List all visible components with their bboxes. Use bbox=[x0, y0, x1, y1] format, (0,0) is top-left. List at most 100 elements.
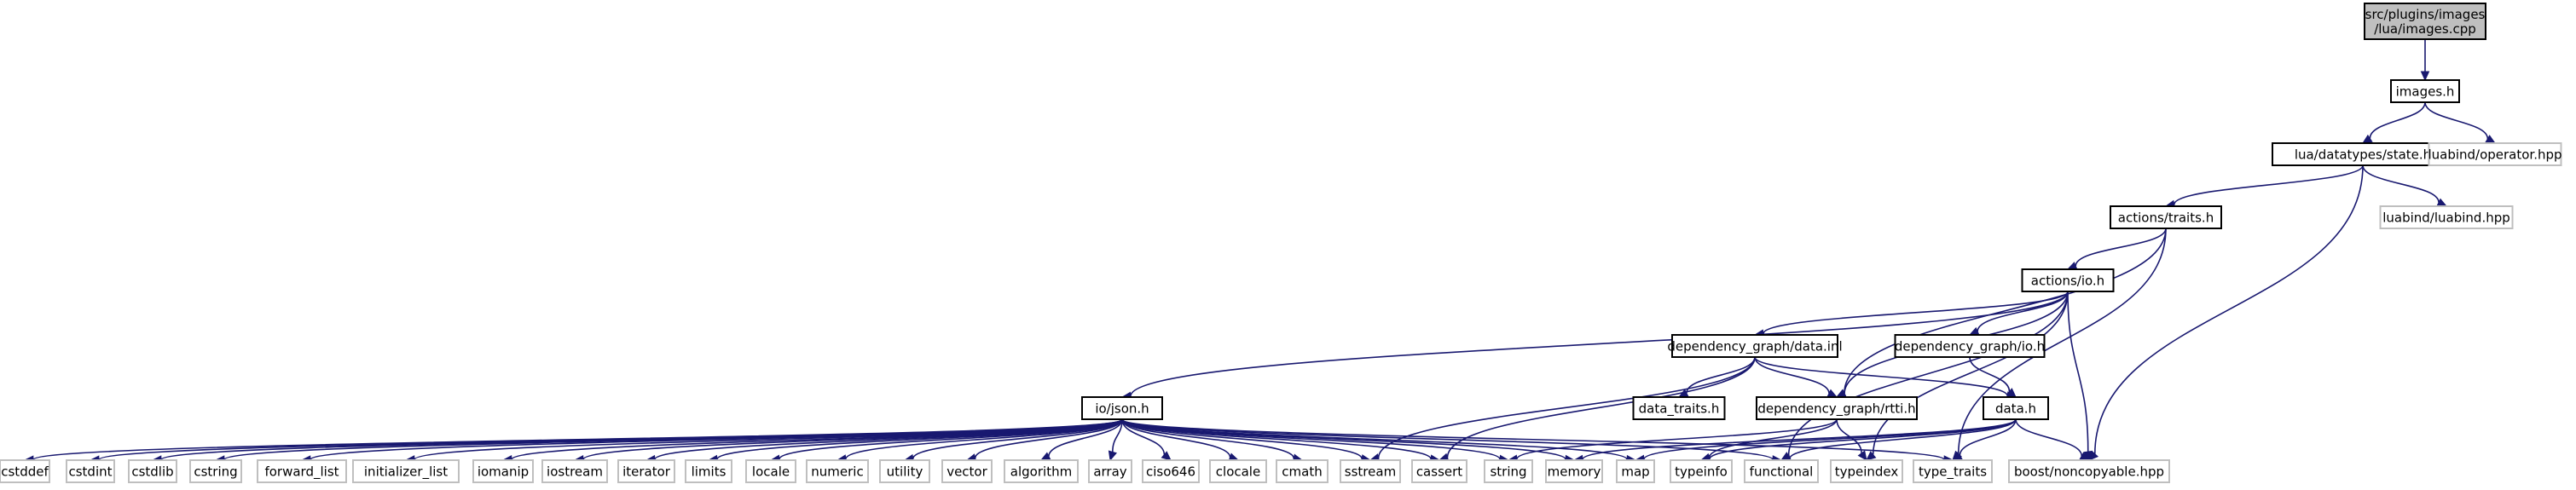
node-box bbox=[1670, 459, 1733, 483]
edge-data_h-to-noncopyable bbox=[2015, 418, 2091, 461]
edge-line bbox=[1872, 291, 2069, 455]
edge-line bbox=[2075, 228, 2167, 267]
node-operator-hpp: luabind/operator.hpp bbox=[2428, 142, 2562, 166]
node-ciso646: ciso646 bbox=[1142, 459, 1200, 483]
edge-line bbox=[1121, 418, 1628, 460]
node-label: /lua/images.cpp bbox=[2374, 21, 2476, 37]
node-data-inl[interactable]: dependency_graph/data.inl bbox=[1667, 334, 1843, 358]
node-label: type_traits bbox=[1919, 464, 1987, 481]
edge-line bbox=[1121, 418, 1231, 458]
node-json-h[interactable]: io/json.h bbox=[1081, 396, 1163, 420]
node-dg-io-h[interactable]: dependency_graph/io.h bbox=[1894, 334, 2046, 358]
edge-line bbox=[1844, 228, 2167, 394]
node-label: io/json.h bbox=[1095, 401, 1149, 417]
edge-line bbox=[1121, 418, 1363, 459]
node-cmath: cmath bbox=[1276, 459, 1329, 483]
node-forward-list: forward_list bbox=[257, 459, 347, 483]
node-box bbox=[0, 459, 50, 483]
node-cstdlib: cstdlib bbox=[128, 459, 177, 483]
node-state-h[interactable]: lua/datatypes/state.h bbox=[2272, 142, 2454, 166]
edge-line bbox=[912, 418, 1123, 459]
node-box bbox=[257, 459, 347, 483]
node-label: typeindex bbox=[1835, 464, 1899, 480]
edge-line bbox=[1977, 291, 2069, 332]
node-images-h[interactable]: images.h bbox=[2390, 79, 2460, 103]
node-box bbox=[685, 459, 732, 483]
node-utility: utility bbox=[879, 459, 930, 483]
arrowhead bbox=[1857, 450, 1867, 461]
arrowhead bbox=[2420, 71, 2430, 82]
node-box bbox=[541, 459, 608, 483]
node-box bbox=[472, 459, 534, 483]
edge-data_h-to-typeinfo bbox=[1699, 418, 2017, 464]
node-locale: locale bbox=[745, 459, 796, 483]
node-label: functional bbox=[1750, 464, 1814, 480]
node-box bbox=[1142, 459, 1200, 483]
node-box bbox=[1616, 459, 1655, 483]
node-box bbox=[352, 459, 460, 483]
edge-line bbox=[1763, 291, 2069, 335]
node-label: actions/traits.h bbox=[2118, 210, 2214, 226]
node-traits-h[interactable]: actions/traits.h bbox=[2110, 205, 2222, 229]
edge-line bbox=[1789, 418, 2017, 459]
node-label: ciso646 bbox=[1146, 464, 1195, 480]
node-box bbox=[66, 459, 115, 483]
node-box bbox=[2379, 205, 2514, 229]
nodes-layer: src/plugins/images/lua/images.cpp images.… bbox=[0, 3, 2562, 483]
edge-line bbox=[1121, 418, 1945, 461]
node-noncopyable: boost/noncopyable.hpp bbox=[2008, 459, 2170, 483]
edge-line bbox=[2369, 101, 2426, 139]
edge-line bbox=[1121, 418, 1295, 459]
edge-data_inl-to-rtti_h bbox=[1754, 356, 1838, 398]
arrowhead bbox=[1866, 451, 1877, 461]
node-vector: vector bbox=[941, 459, 993, 483]
node-box bbox=[1983, 396, 2049, 420]
node-box bbox=[128, 459, 177, 483]
node-label: boost/noncopyable.hpp bbox=[2014, 464, 2164, 480]
node-data-traits-h[interactable]: data_traits.h bbox=[1632, 396, 1726, 420]
node-initializer-list: initializer_list bbox=[352, 459, 460, 483]
node-box bbox=[1209, 459, 1267, 483]
node-data-h[interactable]: data.h bbox=[1983, 396, 2049, 420]
node-luabind-hpp: luabind/luabind.hpp bbox=[2379, 205, 2514, 229]
node-map: map bbox=[1616, 459, 1655, 483]
node-algorithm: algorithm bbox=[1004, 459, 1079, 483]
node-label: luabind/luabind.hpp bbox=[2382, 210, 2510, 226]
node-label: images.h bbox=[2396, 84, 2455, 100]
edge-line bbox=[310, 418, 1123, 461]
edge-line bbox=[1708, 418, 1838, 458]
node-box bbox=[879, 459, 930, 483]
node-box bbox=[1671, 334, 1838, 358]
node-label: dependency_graph/rtti.h bbox=[1757, 401, 1915, 418]
edge-line bbox=[1048, 418, 1123, 457]
node-label: dependency_graph/io.h bbox=[1895, 339, 2045, 355]
node-cstring: cstring bbox=[189, 459, 242, 483]
edge-line bbox=[1969, 356, 2011, 392]
node-box bbox=[2021, 268, 2115, 292]
edge-traits_h-to-actions_io_h bbox=[2066, 228, 2167, 270]
node-label: cstddef bbox=[1, 464, 49, 480]
node-label: cstring bbox=[194, 464, 237, 480]
node-functional: functional bbox=[1744, 459, 1819, 483]
node-label: sstream bbox=[1345, 464, 1396, 480]
node-root[interactable]: src/plugins/images/lua/images.cpp bbox=[2364, 3, 2486, 40]
edge-actions_io_h-to-data_inl bbox=[1753, 291, 2069, 338]
node-label: vector bbox=[946, 464, 987, 480]
node-memory: memory bbox=[1545, 459, 1603, 483]
edge-line bbox=[1754, 356, 1830, 394]
node-box bbox=[2428, 142, 2562, 166]
node-rtti-h[interactable]: dependency_graph/rtti.h bbox=[1756, 396, 1918, 420]
node-box bbox=[1088, 459, 1132, 483]
node-box bbox=[1411, 459, 1467, 483]
node-clocale: clocale bbox=[1209, 459, 1267, 483]
node-box bbox=[189, 459, 242, 483]
node-iterator: iterator bbox=[617, 459, 675, 483]
node-box bbox=[1894, 334, 2046, 358]
node-label: forward_list bbox=[264, 464, 339, 481]
node-cstddef: cstddef bbox=[0, 459, 50, 483]
node-typeinfo: typeinfo bbox=[1670, 459, 1733, 483]
node-label: actions/io.h bbox=[2031, 274, 2104, 289]
edge-images_h-to-state_h bbox=[2361, 101, 2426, 144]
node-actions-io-h[interactable]: actions/io.h bbox=[2021, 268, 2115, 292]
